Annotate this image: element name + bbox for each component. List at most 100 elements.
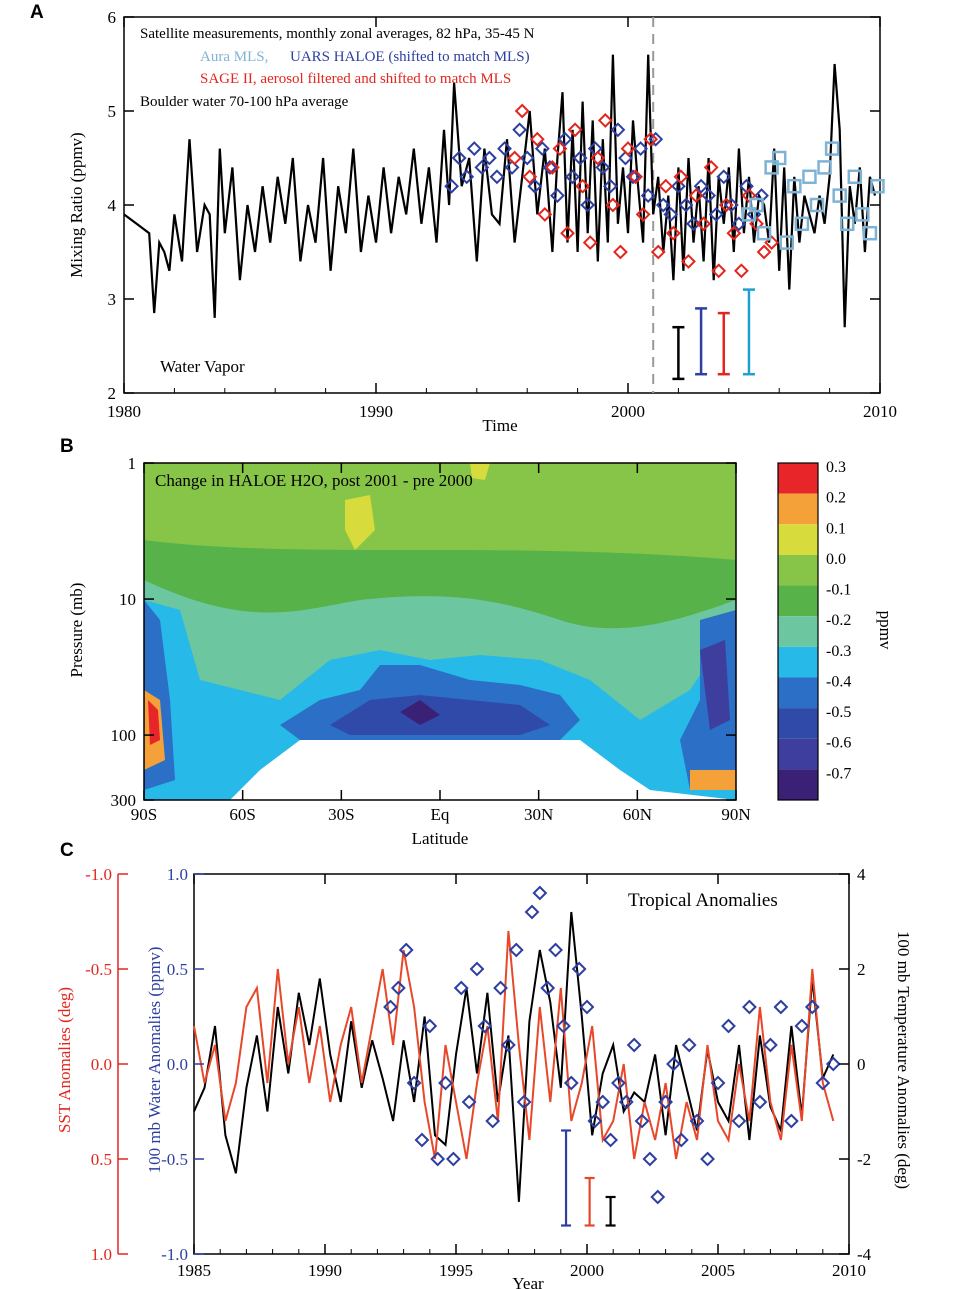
marker-sage — [567, 122, 583, 138]
colorbar-tick-label: -0.3 — [826, 643, 851, 660]
colorbar-tick-label: 0.3 — [826, 459, 846, 476]
marker-mls — [817, 160, 832, 175]
marker-haloe — [474, 159, 490, 175]
temp-tick-label: 2 — [857, 960, 866, 979]
marker-mls — [870, 178, 885, 194]
marker-haloe — [693, 178, 709, 194]
marker-water-anomaly — [783, 1113, 799, 1129]
temp-tick-label: -2 — [857, 1150, 871, 1169]
colorbar-tick-label: -0.7 — [826, 765, 851, 782]
temp-tick-label: -4 — [857, 1245, 872, 1264]
legend-aura-mls: Aura MLS, — [200, 49, 268, 65]
colorbar-swatch — [778, 554, 818, 586]
heatmap-spot-yellow-2 — [470, 463, 490, 480]
marker-haloe — [701, 188, 717, 204]
marker-haloe — [542, 159, 558, 175]
marker-mls — [741, 207, 757, 222]
marker-mls — [847, 169, 863, 185]
marker-sage — [711, 263, 727, 279]
year-tick-label: 1985 — [177, 1261, 211, 1280]
lat-tick-label: 90N — [721, 805, 750, 824]
colorbar-label: ppmv — [876, 611, 895, 650]
lat-tick-label: 30S — [328, 805, 354, 824]
x-tick-label: 1990 — [359, 402, 393, 421]
marker-sage — [635, 206, 651, 222]
x-tick-label: 1980 — [107, 402, 141, 421]
marker-water-anomaly — [773, 999, 789, 1015]
marker-haloe — [527, 178, 543, 194]
panel-c: C 1985 1990 1995 2000 2005 2010 1.0 0.5 0.0 -0.5 -… — [55, 840, 913, 1289]
colorbar-swatch — [778, 677, 818, 709]
marker-haloe — [481, 150, 497, 166]
heatmap-right-orange — [690, 770, 736, 790]
marker-mls — [862, 225, 878, 241]
marker-sage — [522, 169, 538, 185]
marker-mls — [824, 141, 840, 156]
marker-water-anomaly — [516, 1094, 532, 1110]
marker-water-anomaly — [390, 980, 406, 996]
marker-water-anomaly — [414, 1132, 430, 1148]
marker-haloe — [633, 141, 649, 157]
colorbar-tick-label: -0.6 — [826, 735, 851, 752]
x-tick-label: 2000 — [611, 402, 645, 421]
lat-tick-label: 90S — [131, 805, 157, 824]
marker-sage — [718, 197, 734, 213]
marker-haloe — [723, 197, 739, 213]
error-bar — [672, 325, 685, 381]
sst-tick-label: 0.5 — [91, 1150, 112, 1169]
marker-mls — [771, 150, 787, 166]
marker-sage — [620, 141, 636, 157]
colorbar-tick-label: 0.1 — [826, 520, 846, 537]
marker-water-anomaly — [383, 999, 398, 1015]
marker-sage — [537, 206, 553, 222]
panel-c-sst-label: SST Anomalies (deg) — [55, 987, 74, 1133]
error-bar — [605, 1195, 616, 1227]
marker-water-anomaly — [681, 1037, 697, 1053]
colorbar-swatch — [778, 493, 818, 525]
marker-water-anomaly — [461, 1094, 477, 1110]
error-bar — [584, 1176, 595, 1227]
marker-sage — [575, 178, 591, 194]
marker-water-anomaly — [571, 961, 587, 977]
marker-water-anomaly — [762, 1037, 778, 1053]
marker-water-anomaly — [587, 1113, 603, 1129]
marker-water-anomaly — [673, 1132, 689, 1148]
marker-mls — [787, 178, 802, 194]
temp-tick-label: 4 — [857, 865, 866, 884]
colorbar-tick-label: -0.5 — [826, 704, 851, 721]
colorbar-swatch — [778, 646, 818, 678]
marker-water-anomaly — [611, 1075, 626, 1091]
marker-water-anomaly — [689, 1113, 705, 1129]
year-tick-label: 2010 — [832, 1261, 866, 1280]
marker-water-anomaly — [406, 1075, 422, 1091]
colorbar-swatch — [778, 616, 818, 647]
marker-water-anomaly — [579, 999, 595, 1015]
marker-water-anomaly — [445, 1151, 461, 1167]
heatmap-missing-region — [144, 740, 736, 800]
marker-haloe — [708, 206, 724, 222]
heatmap-right-dark — [700, 640, 730, 730]
marker-mls — [802, 169, 817, 185]
marker-mls — [832, 188, 847, 203]
marker-haloe — [686, 216, 701, 232]
sst-tick-label: 0.0 — [91, 1055, 112, 1074]
marker-water-anomaly — [700, 1151, 715, 1167]
marker-sage — [688, 188, 704, 204]
panel-c-temp-label: 100 mb Temperature Anomalies (deg) — [894, 931, 913, 1189]
marker-haloe — [444, 178, 460, 194]
marker-sage — [613, 244, 628, 260]
marker-haloe — [497, 141, 512, 157]
marker-mls — [809, 197, 825, 213]
marker-sage — [696, 216, 712, 232]
heatmap-left-red — [148, 700, 160, 745]
marker-haloe — [572, 150, 588, 166]
y-tick-label: 4 — [108, 196, 117, 215]
marker-water-anomaly — [532, 885, 548, 901]
marker-haloe — [466, 141, 482, 157]
marker-mls — [749, 197, 764, 213]
legend-satellite: Satellite measurements, monthly zonal av… — [140, 26, 535, 42]
panel-b-ticks: 90S 60S 30S Eq 30N 60N 90N 1 10 100 300 — [111, 454, 751, 824]
marker-haloe — [731, 216, 747, 232]
marker-mls — [839, 216, 855, 232]
